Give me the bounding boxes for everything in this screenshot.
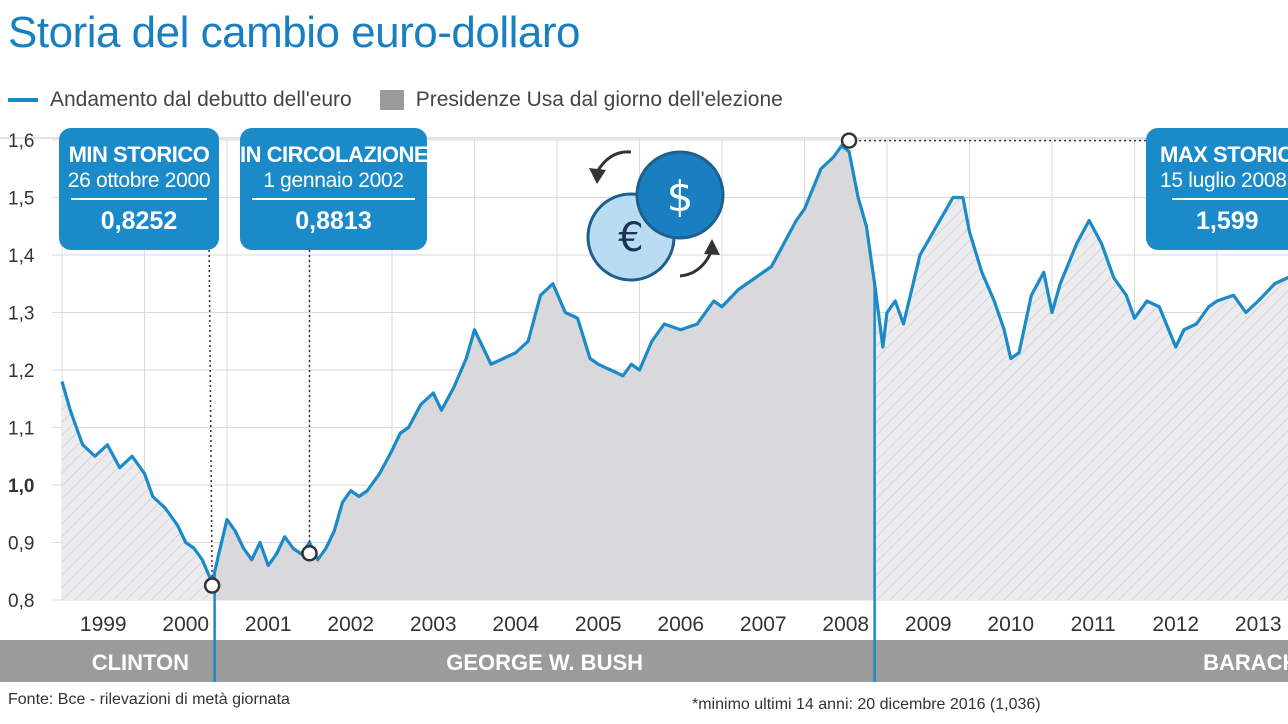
- chart-legend: Andamento dal debutto dell'euro Presiden…: [8, 86, 783, 114]
- x-tick-label: 2000: [162, 613, 209, 636]
- y-tick-label: 0,9: [8, 534, 34, 555]
- y-tick-label: 1,3: [8, 304, 34, 325]
- data-point-marker: [840, 132, 858, 149]
- presidency-label: BARACK OBAMA: [1203, 650, 1288, 675]
- footnote: *minimo ultimi 14 anni: 20 dicembre 2016…: [692, 696, 1041, 713]
- x-tick-label: 2004: [492, 613, 539, 636]
- callout-circ-divider: [252, 198, 415, 200]
- y-tick-label: 1,5: [8, 189, 34, 210]
- data-point-marker: [203, 577, 221, 594]
- source-note: Fonte: Bce - rilevazioni di metà giornat…: [8, 691, 290, 708]
- x-tick-label: 2012: [1152, 613, 1199, 636]
- callout-circ-date: 1 gennaio 2002: [263, 169, 404, 192]
- exchange-icon: € $: [586, 150, 725, 282]
- callout-min-heading: MIN STORICO: [68, 142, 210, 167]
- callout-max-value: 1,599: [1196, 207, 1259, 235]
- exchange-rate-chart: CLINTON GEORGE W. BUSH BARACK OBAMA 1,6 1,5…: [0, 131, 1288, 682]
- x-tick-label: 2008: [822, 613, 869, 636]
- x-tick-label: 2010: [987, 613, 1034, 636]
- callout-min: MIN STORICO 26 ottobre 2000 0,8252: [59, 128, 219, 250]
- y-tick-label: 1,2: [8, 361, 34, 382]
- chart-markers: [203, 132, 858, 594]
- legend-area-label: Presidenze Usa dal giorno dell'elezione: [415, 88, 783, 111]
- x-tick-label: 2006: [657, 613, 704, 636]
- callout-max-heading: MAX STORICO: [1160, 142, 1288, 167]
- rate-line-layer: [60, 144, 1288, 585]
- presidency-label: GEORGE W. BUSH: [446, 650, 643, 675]
- callout-max: MAX STORICO 15 luglio 2008 1,599: [1146, 128, 1288, 250]
- exchange-arrow-top-head-icon: [589, 168, 606, 184]
- x-tick-label: 1999: [80, 613, 127, 636]
- presidency-band: CLINTON GEORGE W. BUSH BARACK OBAMA: [0, 283, 1288, 682]
- x-tick-label: 2009: [905, 613, 952, 636]
- callout-max-divider: [1172, 198, 1288, 200]
- euro-symbol-icon: €: [618, 215, 643, 261]
- data-point-marker: [301, 545, 318, 562]
- presidency-band-bg: [0, 640, 1288, 682]
- x-tick-label: 2007: [740, 613, 787, 636]
- callout-circ-heading: IN CIRCOLAZIONE: [240, 142, 427, 167]
- callout-min-value: 0,8252: [100, 207, 178, 235]
- callout-connectors: [208, 139, 1146, 586]
- x-tick-label: 2005: [575, 613, 622, 636]
- x-axis: 1999 2000 2001 2002 2003 2004 2005 2006 2007 2008…: [80, 613, 1282, 636]
- y-tick-label: 1,4: [8, 246, 35, 267]
- exchange-arrow-bottom-head-icon: [704, 239, 720, 255]
- y-tick-label: 1,0: [8, 476, 34, 497]
- x-tick-label: 2001: [245, 613, 292, 636]
- legend-area-swatch: [379, 90, 404, 110]
- y-tick-label: 1,1: [8, 419, 34, 440]
- presidency-area: [874, 197, 1288, 600]
- rate-line: [60, 144, 1288, 585]
- callout-min-date: 26 ottobre 2000: [67, 169, 211, 192]
- exchange-arrow-top-icon: [595, 150, 632, 173]
- dollar-icon: [635, 150, 725, 240]
- dollar-symbol-icon: $: [667, 172, 694, 221]
- y-tick-label: 1,6: [8, 131, 34, 152]
- page-title: Storia del cambio euro-dollaro: [8, 8, 580, 57]
- callout-circolazione: IN CIRCOLAZIONE 1 gennaio 2002 0,8813: [240, 128, 427, 250]
- x-tick-label: 2011: [1071, 613, 1116, 636]
- x-tick-label: 2002: [327, 613, 374, 636]
- presidency-area: [214, 145, 875, 600]
- presidency-label: CLINTON: [92, 650, 189, 675]
- presidency-areas: [62, 145, 1288, 600]
- callout-circ-value: 0,8813: [295, 207, 372, 235]
- callout-max-date: 15 luglio 2008: [1160, 169, 1287, 192]
- y-axis: 1,6 1,5 1,4 1,3 1,2 1,1 1,0 0,9 0,8: [8, 131, 35, 612]
- x-tick-label: 2003: [410, 613, 457, 636]
- legend-line-swatch: [8, 98, 38, 102]
- presidency-area: [62, 381, 215, 600]
- y-tick-label: 0,8: [8, 591, 34, 612]
- x-tick-label: 2013: [1235, 613, 1282, 636]
- legend-line-label: Andamento dal debutto dell'euro: [50, 88, 352, 111]
- callout-connector: [208, 249, 213, 586]
- callout-min-divider: [71, 198, 207, 200]
